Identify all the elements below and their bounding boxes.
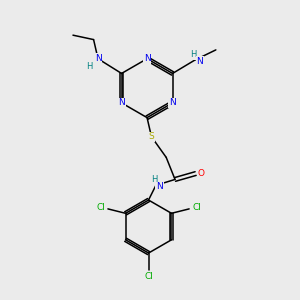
Text: N: N [169, 98, 176, 107]
Text: N: N [144, 54, 150, 63]
Text: N: N [118, 98, 125, 107]
Text: O: O [197, 169, 204, 178]
Text: N: N [156, 182, 163, 191]
Text: H: H [151, 175, 158, 184]
Text: H: H [86, 61, 92, 70]
Text: Cl: Cl [96, 203, 105, 212]
Text: S: S [148, 132, 154, 141]
Text: Cl: Cl [192, 203, 201, 212]
Text: N: N [196, 57, 203, 66]
Text: Cl: Cl [144, 272, 153, 281]
Text: N: N [94, 54, 101, 63]
Text: H: H [190, 50, 196, 59]
